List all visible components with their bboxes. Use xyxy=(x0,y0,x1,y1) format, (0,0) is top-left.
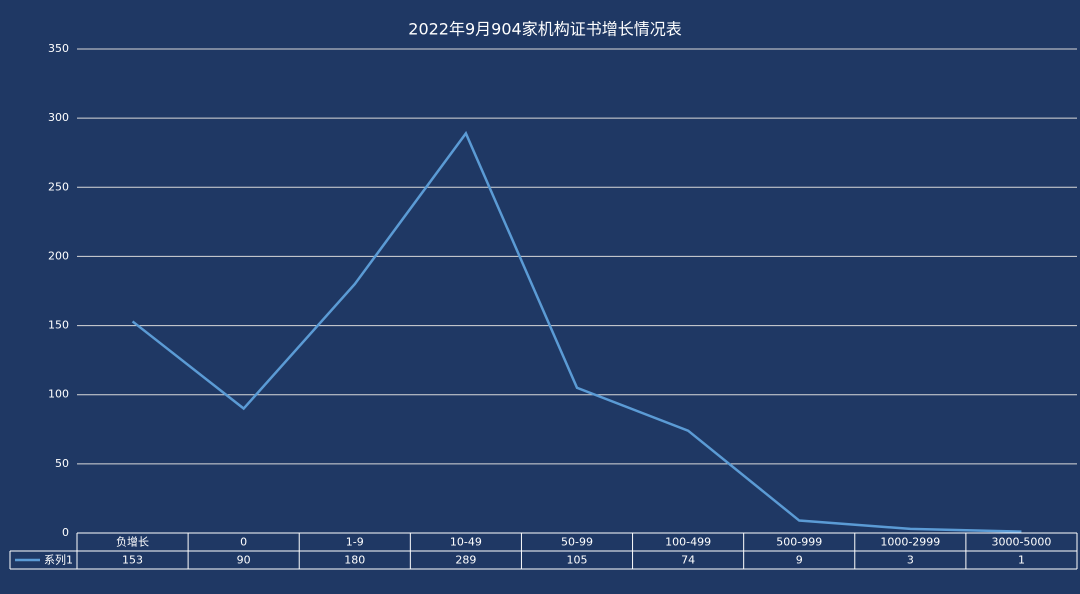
table-value: 105 xyxy=(567,554,588,567)
y-tick-label: 150 xyxy=(48,319,69,332)
table-value: 9 xyxy=(796,554,803,567)
x-tick-label: 3000-5000 xyxy=(991,536,1051,549)
y-tick-label: 200 xyxy=(48,249,69,262)
x-tick-label: 1000-2999 xyxy=(880,536,940,549)
chart-title: 2022年9月904家机构证书增长情况表 xyxy=(408,20,681,39)
y-tick-label: 300 xyxy=(48,111,69,124)
x-tick-label: 10-49 xyxy=(450,536,482,549)
table-value: 289 xyxy=(455,554,476,567)
y-tick-label: 50 xyxy=(55,457,69,470)
legend-label: 系列1 xyxy=(44,553,73,567)
table-value: 74 xyxy=(681,554,695,567)
table-value: 1 xyxy=(1018,554,1025,567)
x-tick-label: 100-499 xyxy=(665,536,711,549)
x-tick-label: 负增长 xyxy=(116,535,149,549)
x-tick-label: 500-999 xyxy=(776,536,822,549)
x-tick-label: 0 xyxy=(240,536,247,549)
series-line xyxy=(131,130,1022,533)
y-tick-label: 0 xyxy=(62,526,69,539)
y-tick-label: 250 xyxy=(48,180,69,193)
x-tick-label: 1-9 xyxy=(346,536,364,549)
table-value: 153 xyxy=(122,554,143,567)
table-value: 3 xyxy=(907,554,914,567)
y-tick-label: 100 xyxy=(48,388,69,401)
table-value: 180 xyxy=(344,554,365,567)
y-tick-label: 350 xyxy=(48,42,69,55)
x-tick-label: 50-99 xyxy=(561,536,593,549)
table-value: 90 xyxy=(237,554,251,567)
